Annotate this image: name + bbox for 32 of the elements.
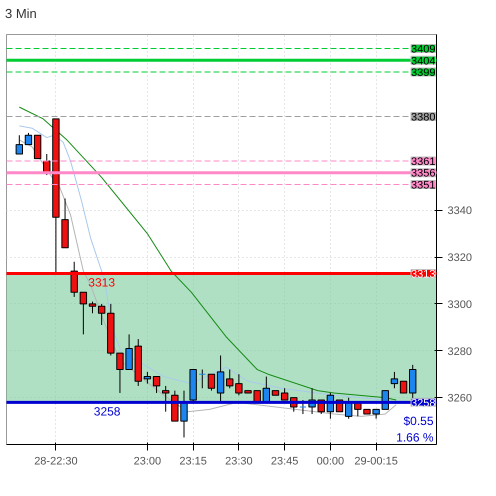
y-tick-label: 3340 — [448, 205, 472, 218]
ref-line-label: 3380 — [411, 112, 436, 124]
ref-line-label: 3351 — [411, 179, 436, 192]
candlestick — [34, 134, 42, 160]
candlestick — [198, 369, 206, 389]
candlestick — [162, 385, 170, 412]
candlestick — [299, 399, 307, 415]
x-tick-label: 29-00:15 — [354, 456, 398, 468]
candlestick — [88, 301, 96, 314]
candlestick — [390, 371, 398, 389]
annotation: 1.66 % — [396, 430, 434, 445]
annotation: 3313 — [88, 275, 116, 290]
x-tick-label: 00:00 — [316, 456, 344, 468]
ref-line-label: 3361 — [411, 156, 436, 168]
candlestick — [24, 132, 32, 146]
candlestick — [208, 374, 216, 392]
x-tick-label: 23:15 — [179, 456, 207, 468]
candlestick — [372, 408, 380, 420]
y-tick-label: 3280 — [448, 346, 472, 358]
annotation: $0.55 — [403, 414, 434, 428]
y-tick-label: 3320 — [448, 252, 472, 264]
x-tick-label: 23:00 — [134, 456, 162, 468]
annotation: 3258 — [94, 404, 121, 418]
x-tick-label: 23:30 — [225, 456, 253, 468]
x-tick-label: 23:45 — [270, 456, 298, 468]
y-tick-label: 3300 — [448, 298, 472, 311]
y-tick-label: 3260 — [448, 392, 472, 405]
x-tick-label: 28-22:30 — [34, 456, 78, 468]
candlestick — [152, 376, 160, 394]
chart-title: 3 Min — [5, 5, 37, 23]
candlestick — [16, 134, 24, 154]
ref-line-label: 3356 — [411, 168, 436, 180]
